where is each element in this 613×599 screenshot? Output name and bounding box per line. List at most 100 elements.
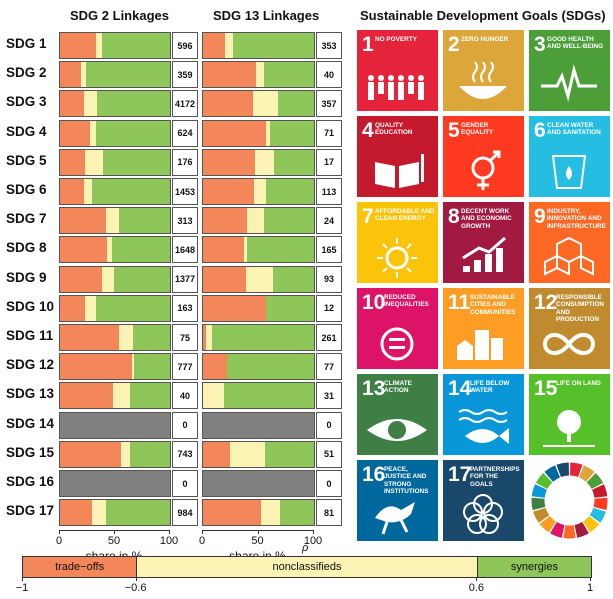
no-data-bar <box>203 471 314 496</box>
legend-tick-label: 1 <box>586 582 594 594</box>
synergies-bar <box>247 237 314 263</box>
tradeoffs-bar <box>203 179 255 204</box>
tradeoffs-bar <box>60 500 92 526</box>
legend-tick-label: −0.6 <box>124 582 147 594</box>
synergies-bar <box>96 120 170 146</box>
sdg-tile-number: 6 <box>534 119 546 142</box>
tradeoffs-bar <box>203 354 228 380</box>
synergies-bar <box>266 295 314 321</box>
sdg-tile-title: Quality education <box>375 122 413 137</box>
linkage-count: 596 <box>172 32 198 59</box>
row-label-17: SDG 17 <box>6 503 55 519</box>
bowl-icon <box>459 61 507 99</box>
sdg-tile-title: Climate action <box>384 380 412 395</box>
bar-track-p2-r10 <box>202 294 315 322</box>
tradeoffs-bar <box>203 62 257 88</box>
linkage-count: 357 <box>316 90 342 118</box>
sdg-wheel-segment <box>539 515 556 533</box>
nonclassified-bar <box>120 441 131 467</box>
bar-track-p1-r3 <box>59 90 171 118</box>
water-drop-icon <box>551 155 587 189</box>
sdg-wheel-segment <box>556 462 569 478</box>
sdg-tile-number: 11 <box>448 291 471 314</box>
synergies-bar <box>232 33 314 58</box>
bar-track-p2-r9 <box>202 265 315 293</box>
equal-icon <box>380 327 414 361</box>
sdg-tile-title: Life below water <box>470 380 510 395</box>
x-tick-label: 100 <box>303 535 323 548</box>
row-label-16: SDG 16 <box>6 474 55 489</box>
tradeoffs-bar <box>60 237 108 263</box>
tree-icon <box>543 410 595 447</box>
sdg-tile-11: 11 Sustainable cities and communities <box>443 288 524 369</box>
row-label-12: SDG 12 <box>6 357 55 373</box>
nonclassified-bar <box>101 266 114 292</box>
synergies-bar <box>96 295 170 321</box>
sdg-tile-number: 14 <box>448 377 472 400</box>
sdg-tile-title: Responsible consumption and production <box>556 294 604 324</box>
bar-track-p1-r9 <box>59 265 171 293</box>
x-tick <box>313 530 314 535</box>
legend-synergies: synergies <box>476 557 592 577</box>
dove-icon <box>375 502 415 535</box>
no-data-bar <box>60 412 170 438</box>
buildings-icon <box>457 330 503 360</box>
sdg-tile-number: 9 <box>534 205 546 228</box>
infinity-icon <box>542 333 596 355</box>
linkage-count: 176 <box>172 148 198 176</box>
synergies-bar <box>224 383 314 409</box>
bar-track-p2-r6 <box>202 178 315 205</box>
tradeoffs-bar <box>203 266 247 292</box>
tradeoffs-bar <box>203 149 256 175</box>
tradeoffs-bar <box>60 179 85 204</box>
row-label-4: SDG 4 <box>6 123 47 139</box>
tradeoffs-bar <box>203 208 248 234</box>
sdg-wheel-segment <box>533 507 550 523</box>
growth-chart-icon <box>462 236 506 272</box>
tradeoffs-bar <box>60 33 97 58</box>
sdg-tile-16: 16 Peace, justice and strong institutions <box>357 460 438 541</box>
linkage-count: 75 <box>172 324 198 351</box>
nonclassified-bar <box>203 383 225 409</box>
legend-tick <box>476 577 478 581</box>
sdg-tile-number: 15 <box>534 377 558 400</box>
tradeoffs-bar <box>60 383 113 409</box>
sdg-tile-title: Decent work and economic growth <box>461 208 512 230</box>
x-tick <box>169 530 170 535</box>
sdg-tile-number: 7 <box>362 205 374 228</box>
bar-track-p1-r11 <box>59 324 171 351</box>
bar-track-p2-r1 <box>202 32 315 59</box>
sdg-tile-3: 3 Good health and well-being <box>529 30 610 111</box>
synergies-bar <box>91 179 170 204</box>
synergies-bar <box>101 33 170 58</box>
nonclassified-bar <box>112 383 131 409</box>
linkage-count: 4172 <box>172 90 198 118</box>
legend-nonclassifieds: nonclassifieds <box>136 557 477 577</box>
sdg-tile-title: Good health and well-being <box>547 36 604 51</box>
sdg-wheel-segment <box>579 465 595 482</box>
fish-icon <box>458 409 509 444</box>
linkage-count: 24 <box>316 207 342 235</box>
synergies-bar <box>227 354 314 380</box>
bar-track-p1-r10 <box>59 294 171 322</box>
synergies-bar <box>119 208 170 234</box>
legend-tick <box>135 577 137 581</box>
tradeoffs-bar <box>60 354 132 380</box>
sdg-tile-8: 8 Decent work and economic growth <box>443 202 524 283</box>
sdg-tile-5: 5 Gender equality <box>443 116 524 197</box>
nonclassified-bar <box>106 208 120 234</box>
linkage-count: 40 <box>316 61 342 89</box>
sdg-tile-title: Reduced inequalities <box>384 294 429 309</box>
sdg-wheel-segment <box>531 497 546 511</box>
rings-icon <box>463 494 503 534</box>
sdg-tile-7: 7 Affordable and clean energy <box>357 202 438 283</box>
linkage-count: 359 <box>172 61 198 89</box>
synergies-bar <box>111 237 170 263</box>
synergies-bar <box>264 208 314 234</box>
row-label-11: SDG 11 <box>6 328 54 343</box>
sdg-wheel-segment <box>531 484 547 498</box>
nonclassified-bar <box>254 179 267 204</box>
bar-track-p1-r4 <box>59 119 171 147</box>
sdg-tile-title: Zero hunger <box>461 36 509 43</box>
synergies-bar <box>86 62 170 88</box>
